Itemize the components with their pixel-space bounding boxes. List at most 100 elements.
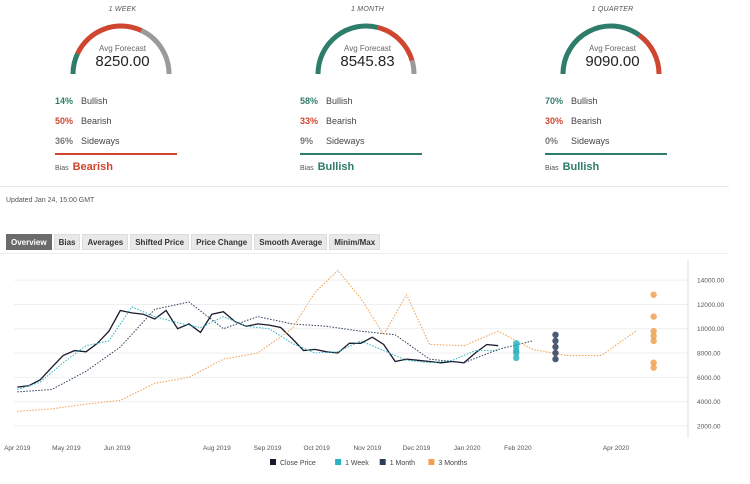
tab-shifted-price[interactable]: Shifted Price (130, 234, 190, 250)
series-line-1-month (17, 301, 533, 393)
legend-label: 1 Week (345, 460, 369, 467)
stat-pct: 33% (300, 116, 319, 126)
tab-averages[interactable]: Averages (82, 234, 129, 250)
sentiment-gauge (70, 23, 172, 75)
bias-label: Bias (55, 165, 69, 172)
y-tick-label: 4000.00 (697, 399, 721, 406)
bias-indicator: Bias Bullish (545, 161, 599, 173)
panel-title: 1 WEEK (108, 6, 137, 13)
forecast-point (650, 359, 657, 366)
legend-label: 3 Months (438, 460, 467, 467)
forecast-panel-1month: 1 MONTH Avg Forecast 8545.83 58% Bullish … (245, 0, 490, 185)
forecast-point (650, 337, 657, 345)
forecast-point (650, 364, 657, 371)
stat-label: Bullish (571, 96, 598, 106)
bias-value: Bearish (72, 161, 113, 173)
y-tick-label: 6000.00 (697, 375, 721, 382)
tab-bias[interactable]: Bias (53, 234, 81, 250)
x-tick-label: Apr 2019 (4, 445, 31, 452)
stat-pct: 14% (55, 96, 74, 106)
gauge-arc-bullish (560, 23, 641, 75)
legend-label: Close Price (280, 460, 316, 467)
stat-sideways: 9% Sideways (300, 136, 365, 146)
forecast-panel-1week: 1 WEEK Avg Forecast 8250.00 14% Bullish 5… (0, 0, 245, 185)
forecast-point (552, 355, 559, 363)
stat-label: Bearish (326, 116, 357, 126)
forecast-point (650, 332, 657, 340)
stat-sideways: 0% Sideways (545, 136, 610, 146)
tab-smooth-average[interactable]: Smooth Average (254, 234, 328, 250)
x-tick-label: Jun 2019 (104, 445, 131, 452)
y-tick-label: 8000.00 (697, 351, 721, 358)
tab-overview[interactable]: Overview (6, 234, 52, 250)
gauge-arc-bullish (315, 23, 379, 75)
stat-pct: 70% (545, 96, 564, 106)
series-line-close-price (17, 309, 499, 388)
x-tick-label: Aug 2019 (203, 445, 231, 452)
panel-title: 1 MONTH (351, 6, 384, 13)
x-tick-label: May 2019 (52, 445, 81, 452)
panel-title: 1 QUARTER (591, 6, 634, 13)
legend-swatch (270, 459, 276, 465)
forecast-point (513, 354, 520, 362)
sentiment-gauge (315, 23, 417, 75)
series-line-1-week (17, 306, 499, 390)
x-tick-label: Apr 2020 (603, 445, 630, 452)
avg-forecast-label: Avg Forecast (589, 44, 636, 53)
bias-label: Bias (300, 165, 314, 172)
tab-minim-max[interactable]: Minim/Max (329, 234, 381, 250)
stat-label: Bearish (81, 116, 112, 126)
forecast-point (552, 331, 559, 339)
stat-bearish: 30% Bearish (545, 116, 602, 126)
stat-bullish: 70% Bullish (545, 96, 598, 106)
legend-label: 1 Month (390, 460, 415, 467)
gauge-arc-bearish (75, 23, 143, 55)
stat-pct: 36% (55, 136, 74, 146)
stat-bearish: 33% Bearish (300, 116, 357, 126)
tab-price-change[interactable]: Price Change (191, 234, 253, 250)
stat-pct: 0% (545, 136, 559, 146)
x-tick-label: Feb 2020 (504, 445, 532, 452)
series-line-3-months (17, 269, 636, 412)
bias-label: Bias (545, 165, 559, 172)
legend-swatch (428, 459, 435, 465)
stat-bullish: 14% Bullish (55, 96, 108, 106)
y-tick-label: 10000.00 (697, 326, 724, 333)
bias-indicator: Bias Bullish (300, 161, 354, 173)
stat-pct: 58% (300, 96, 319, 106)
stat-pct: 30% (545, 116, 564, 126)
bias-rule (545, 153, 667, 155)
x-tick-label: Dec 2019 (403, 445, 431, 452)
stat-bearish: 50% Bearish (55, 116, 112, 126)
avg-forecast-value: 8250.00 (95, 53, 150, 70)
stat-label: Sideways (81, 136, 120, 146)
gauge-arc-sideways (140, 28, 172, 75)
avg-forecast-value: 9090.00 (585, 53, 640, 70)
bias-rule (300, 153, 422, 155)
forecast-point (552, 349, 559, 357)
stat-label: Bullish (326, 96, 353, 106)
bias-value: Bullish (562, 161, 600, 173)
stat-label: Sideways (326, 136, 365, 146)
forecast-chart-svg: 14000.00 12000.00 10000.00 8000.00 6000.00 40… (4, 260, 724, 467)
stat-label: Bullish (81, 96, 108, 106)
x-tick-label: Nov 2019 (353, 445, 381, 452)
chart-tabs: Overview Bias Averages Shifted Price Price C… (6, 232, 382, 250)
avg-forecast-label: Avg Forecast (344, 44, 391, 53)
forecast-point (552, 337, 559, 345)
stat-sideways: 36% Sideways (55, 136, 120, 146)
bias-rule (55, 153, 177, 155)
x-tick-label: Oct 2019 (303, 445, 330, 452)
avg-forecast-label: Avg Forecast (99, 44, 146, 53)
section-divider (0, 186, 729, 187)
bias-value: Bullish (317, 161, 355, 173)
avg-forecast-value: 8545.83 (340, 53, 395, 70)
x-tick-label: Sep 2019 (254, 445, 282, 452)
forecast-chart: 14000.00 12000.00 10000.00 8000.00 6000.00 40… (0, 253, 729, 479)
x-tick-label: Jan 2020 (454, 445, 481, 452)
gauge-arc-sideways (409, 59, 417, 75)
gauge-arc-bullish (70, 52, 80, 75)
forecast-point (650, 313, 657, 320)
forecast-panel-1quarter: 1 QUARTER Avg Forecast 9090.00 70% Bullis… (490, 0, 735, 185)
sentiment-gauge (560, 23, 662, 75)
